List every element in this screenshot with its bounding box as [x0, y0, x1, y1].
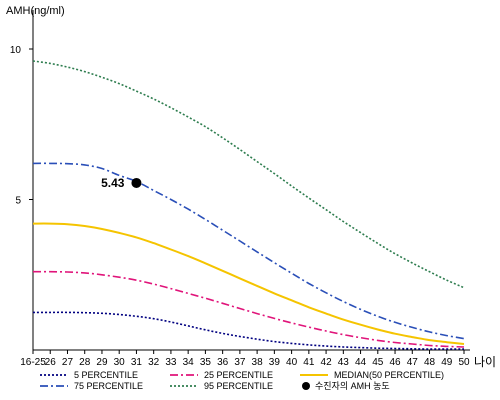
legend-label: 수진자의 AMH 농도	[315, 381, 390, 391]
y-tick-label: 5	[15, 196, 21, 207]
x-tick-label: 29	[96, 357, 108, 368]
x-tick-label: 36	[217, 357, 229, 368]
patient-amh-marker	[131, 177, 142, 188]
x-tick-label: 38	[252, 357, 264, 368]
series-line-25-percentile	[33, 270, 465, 348]
x-tick-label: 16-25	[20, 357, 46, 368]
x-tick-label: 34	[183, 357, 195, 368]
y-axis-label: AMH(ng/ml)	[6, 5, 65, 17]
x-tick-label: 35	[200, 357, 212, 368]
y-tick-label: 10	[10, 45, 22, 56]
series-line-95-percentile	[32, 60, 465, 289]
x-tick-label: 45	[372, 357, 384, 368]
legend-label: 25 PERCENTILE	[204, 370, 273, 380]
x-tick-label: 41	[303, 357, 315, 368]
x-tick-label: 27	[62, 357, 74, 368]
x-tick-label: 42	[321, 357, 333, 368]
chart-annotations: 5.43	[101, 176, 142, 190]
x-tick-label: 30	[114, 357, 126, 368]
legend-marker-patient	[302, 382, 310, 390]
x-tick-label: 28	[79, 357, 91, 368]
x-tick-label: 48	[424, 357, 436, 368]
legend-label: MEDIAN(50 PERCENTILE)	[334, 370, 444, 380]
x-axis-label: 나이	[474, 355, 496, 369]
x-tick-label: 26	[45, 357, 57, 368]
series-line-median-50-percentile	[32, 222, 465, 345]
legend-label: 95 PERCENTILE	[204, 381, 273, 391]
x-tick-label: 33	[165, 357, 177, 368]
chart-legend: 5 PERCENTILE 25 PERCENTILE MEDIAN(50 PERCE…	[40, 370, 444, 391]
series-line-75-percentile	[32, 162, 465, 340]
legend-label: 75 PERCENTILE	[74, 381, 143, 391]
legend-label: 5 PERCENTILE	[74, 370, 138, 380]
x-tick-label: 50	[458, 357, 470, 368]
x-tick-label: 32	[148, 357, 160, 368]
x-tick-label: 39	[269, 357, 281, 368]
patient-amh-value: 5.43	[101, 176, 125, 190]
chart-series	[32, 60, 465, 350]
x-tick-label: 49	[441, 357, 453, 368]
x-tick-label: 44	[355, 357, 367, 368]
x-tick-label: 46	[389, 357, 401, 368]
x-tick-label: 40	[286, 357, 298, 368]
x-tick-label: 43	[338, 357, 350, 368]
x-tick-label: 31	[131, 357, 143, 368]
x-tick-label: 47	[407, 357, 419, 368]
x-tick-label: 37	[234, 357, 246, 368]
series-line-5-percentile	[33, 311, 464, 350]
